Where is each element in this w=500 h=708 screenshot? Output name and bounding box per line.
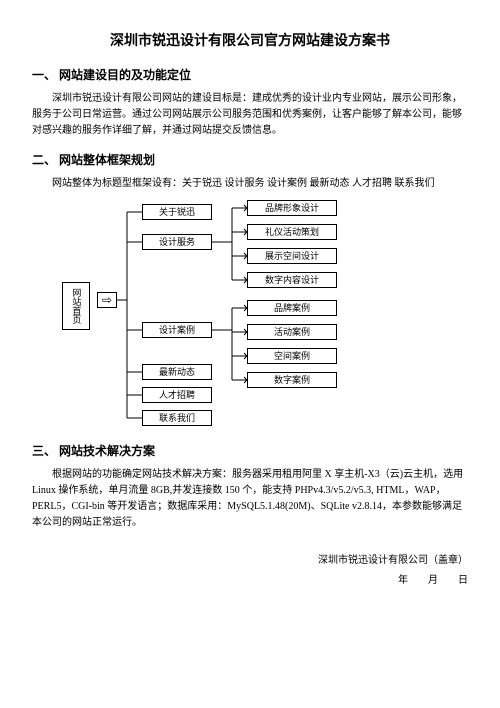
node-event-plan: 礼仪活动策划	[247, 224, 337, 240]
node-digital-case: 数字案例	[247, 372, 337, 388]
node-brand-design: 品牌形象设计	[247, 200, 337, 216]
node-news: 最新动态	[142, 364, 212, 380]
node-jobs: 人才招聘	[142, 387, 212, 403]
signature-company: 深圳市锐迅设计有限公司（盖章）	[32, 551, 468, 571]
document-title: 深圳市锐迅设计有限公司官方网站建设方案书	[32, 30, 468, 50]
node-root: 网站首页	[62, 282, 90, 330]
signature-date: 年 月 日	[32, 571, 468, 591]
node-about: 关于锐迅	[142, 204, 212, 220]
section1-heading: 一、 网站建设目的及功能定位	[32, 66, 468, 83]
node-space-case: 空间案例	[247, 348, 337, 364]
section2-paragraph: 网站整体为标题型框架设有：关于锐迅 设计服务 设计案例 最新动态 人才招聘 联系…	[32, 176, 468, 192]
signature-block: 深圳市锐迅设计有限公司（盖章） 年 月 日	[32, 551, 468, 591]
section1-paragraph: 深圳市锐迅设计有限公司网站的建设目标是：建成优秀的设计业内专业网站，展示公司形象…	[32, 91, 468, 139]
node-service: 设计服务	[142, 234, 212, 250]
node-space-design: 展示空间设计	[247, 248, 337, 264]
section2-heading: 二、 网站整体框架规划	[32, 151, 468, 168]
sitemap-diagram: 网站首页 ⇨ 关于锐迅 设计服务 设计案例 最新动态 人才招聘 联系我们 品牌形…	[32, 200, 468, 430]
node-cases: 设计案例	[142, 322, 212, 338]
node-event-case: 活动案例	[247, 324, 337, 340]
arrow-icon: ⇨	[97, 292, 117, 308]
node-brand-case: 品牌案例	[247, 300, 337, 316]
section3-paragraph: 根据网站的功能确定网站技术解决方案：服务器采用租用阿里 X 享主机-X3（云)云…	[32, 467, 468, 531]
section3-heading: 三、 网站技术解决方案	[32, 442, 468, 459]
node-contact: 联系我们	[142, 410, 212, 426]
node-digital-design: 数字内容设计	[247, 272, 337, 288]
